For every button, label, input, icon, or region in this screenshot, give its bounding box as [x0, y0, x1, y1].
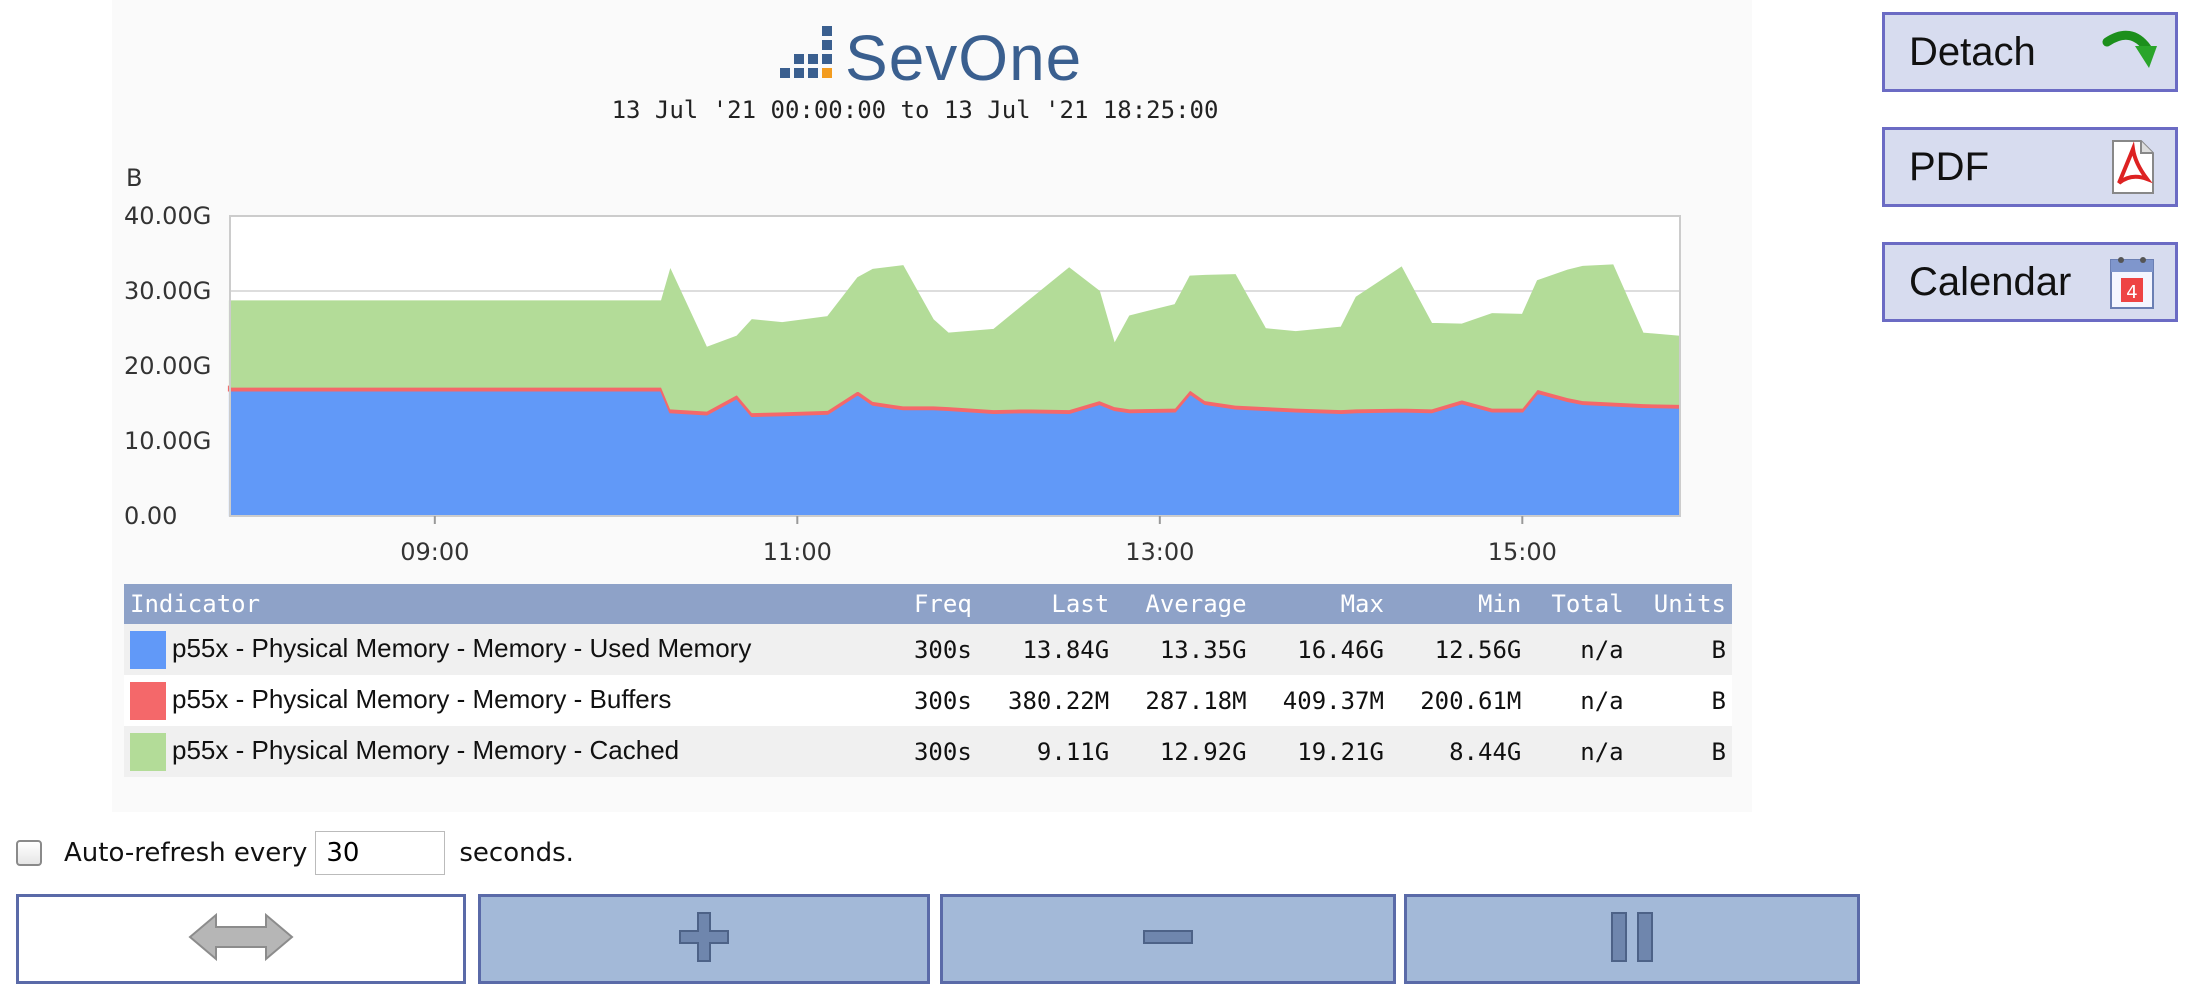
total-cell: n/a — [1527, 675, 1630, 726]
legend-header-row: Indicator Freq Last Average Max Min Tota… — [124, 584, 1732, 624]
sevone-logo-mark — [780, 22, 840, 94]
pdf-button[interactable]: PDF — [1882, 127, 2178, 207]
col-units: Units — [1629, 584, 1732, 624]
y-tick-label: 30.00G — [124, 277, 211, 305]
zoom-out-button[interactable] — [940, 894, 1396, 984]
col-last: Last — [977, 584, 1116, 624]
detach-button[interactable]: Detach — [1882, 12, 2178, 92]
y-tick-label: 10.00G — [124, 427, 211, 455]
legend-indicator-cell: p55x - Physical Memory - Memory - Buffer… — [124, 675, 894, 726]
y-axis-label: B — [126, 164, 142, 192]
pdf-document-icon — [2101, 139, 2161, 195]
last-cell: 380.22M — [977, 675, 1116, 726]
y-tick-label: 40.00G — [124, 202, 211, 230]
memory-area-chart: 0.00 10.00G 20.00G 30.00G 40.00G B 09:00 11:00 1… — [124, 164, 1681, 566]
col-indicator: Indicator — [124, 584, 894, 624]
legend-indicator-cell: p55x - Physical Memory - Memory - Cached — [124, 726, 894, 777]
col-freq: Freq — [893, 584, 978, 624]
y-tick-label: 20.00G — [124, 352, 211, 380]
freq-cell: 300s — [893, 675, 978, 726]
calendar-icon: 4 — [2101, 254, 2161, 310]
x-tick-label: 15:00 — [1488, 538, 1557, 566]
freq-cell: 300s — [893, 726, 978, 777]
total-cell: n/a — [1527, 726, 1630, 777]
average-cell: 13.35G — [1115, 624, 1253, 675]
max-cell: 16.46G — [1252, 624, 1390, 675]
units-cell: B — [1629, 624, 1732, 675]
green-curved-arrow-icon — [2101, 24, 2161, 80]
col-total: Total — [1527, 584, 1630, 624]
logo-text: SevOne — [845, 22, 1083, 94]
pan-arrows-icon — [186, 907, 296, 971]
detach-label: Detach — [1909, 29, 2036, 74]
units-cell: B — [1629, 726, 1732, 777]
average-cell: 287.18M — [1115, 675, 1253, 726]
x-tick-label: 13:00 — [1125, 538, 1194, 566]
series-swatch — [130, 630, 166, 669]
minus-icon — [1138, 922, 1198, 956]
legend-row-buffers[interactable]: p55x - Physical Memory - Memory - Buffer… — [124, 675, 1732, 726]
min-cell: 200.61M — [1389, 675, 1528, 726]
sevone-logo: SevOne — [780, 22, 1100, 94]
col-max: Max — [1252, 584, 1390, 624]
min-cell: 8.44G — [1389, 726, 1528, 777]
auto-refresh-checkbox[interactable] — [16, 840, 42, 866]
min-cell: 12.56G — [1389, 624, 1528, 675]
refresh-interval-input[interactable] — [315, 831, 446, 875]
max-cell: 19.21G — [1252, 726, 1390, 777]
legend-row-cached[interactable]: p55x - Physical Memory - Memory - Cached… — [124, 726, 1732, 777]
series-swatch — [130, 732, 166, 771]
plot-frame — [229, 215, 1681, 517]
freq-cell: 300s — [893, 624, 978, 675]
col-min: Min — [1389, 584, 1528, 624]
pause-icon — [1602, 907, 1662, 971]
average-cell: 12.92G — [1115, 726, 1253, 777]
last-cell: 9.11G — [977, 726, 1116, 777]
last-cell: 13.84G — [977, 624, 1116, 675]
calendar-label: Calendar — [1909, 259, 2072, 304]
indicator-name: p55x - Physical Memory - Memory - Used M… — [172, 632, 752, 663]
seconds-label: seconds. — [459, 838, 574, 868]
pause-button[interactable] — [1404, 894, 1860, 984]
indicator-name: p55x - Physical Memory - Memory - Buffer… — [172, 683, 672, 714]
units-cell: B — [1629, 675, 1732, 726]
col-average: Average — [1115, 584, 1253, 624]
y-tick-label: 0.00 — [124, 502, 177, 530]
legend-table: Indicator Freq Last Average Max Min Tota… — [124, 584, 1732, 777]
date-range: 13 Jul '21 00:00:00 to 13 Jul '21 18:25:… — [611, 96, 1219, 124]
pdf-label: PDF — [1909, 144, 1989, 189]
svg-text:4: 4 — [2126, 282, 2137, 303]
legend-indicator-cell: p55x - Physical Memory - Memory - Used M… — [124, 624, 894, 675]
calendar-button[interactable]: Calendar 4 — [1882, 242, 2178, 322]
x-tick-label: 09:00 — [400, 538, 469, 566]
auto-refresh-label: Auto-refresh every — [64, 838, 308, 868]
legend-row-used-memory[interactable]: p55x - Physical Memory - Memory - Used M… — [124, 624, 1732, 675]
total-cell: n/a — [1527, 624, 1630, 675]
zoom-in-button[interactable] — [478, 894, 930, 984]
indicator-name: p55x - Physical Memory - Memory - Cached — [172, 734, 680, 765]
series-swatch — [130, 681, 166, 720]
pan-button[interactable] — [16, 894, 466, 984]
x-tick-label: 11:00 — [763, 538, 832, 566]
plus-icon — [674, 907, 734, 971]
max-cell: 409.37M — [1252, 675, 1390, 726]
auto-refresh-row: Auto-refresh every seconds. — [16, 830, 574, 876]
